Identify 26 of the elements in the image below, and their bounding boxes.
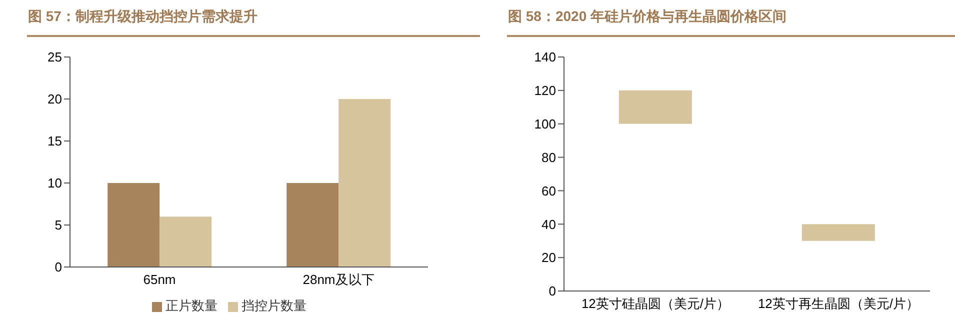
legend-label: 挡控片数量 [242, 298, 306, 313]
y-tick-label: 20 [48, 92, 62, 107]
y-tick-label: 25 [48, 50, 62, 65]
y-tick-label: 60 [542, 183, 556, 198]
bar [108, 183, 160, 267]
bar [338, 99, 391, 267]
y-tick-label: 120 [534, 83, 556, 98]
x-tick-label: 12英寸再生晶圆（美元/片） [758, 296, 920, 312]
x-tick-label: 12英寸硅晶圆（美元/片） [581, 296, 730, 312]
bar [160, 216, 212, 267]
y-tick-label: 5 [54, 218, 62, 233]
x-tick-label: 28nm及以下 [302, 272, 374, 288]
y-tick-label: 10 [48, 176, 62, 191]
bar [286, 183, 339, 267]
chart-title: 图 58：2020 年硅片价格与再生晶圆价格区间 [508, 8, 786, 26]
x-tick-label: 65nm [143, 272, 176, 288]
y-tick-label: 0 [548, 284, 556, 299]
y-tick-label: 140 [534, 50, 556, 65]
y-tick-label: 80 [542, 150, 556, 165]
y-tick-label: 20 [542, 250, 556, 266]
y-tick-label: 40 [542, 216, 556, 232]
legend-label: 正片数量 [166, 298, 218, 313]
y-tick-label: 0 [54, 260, 62, 275]
y-tick-label: 100 [534, 116, 556, 132]
chart-title: 图 57：制程升级推动挡控片需求提升 [28, 8, 258, 26]
y-tick-label: 15 [48, 134, 62, 149]
